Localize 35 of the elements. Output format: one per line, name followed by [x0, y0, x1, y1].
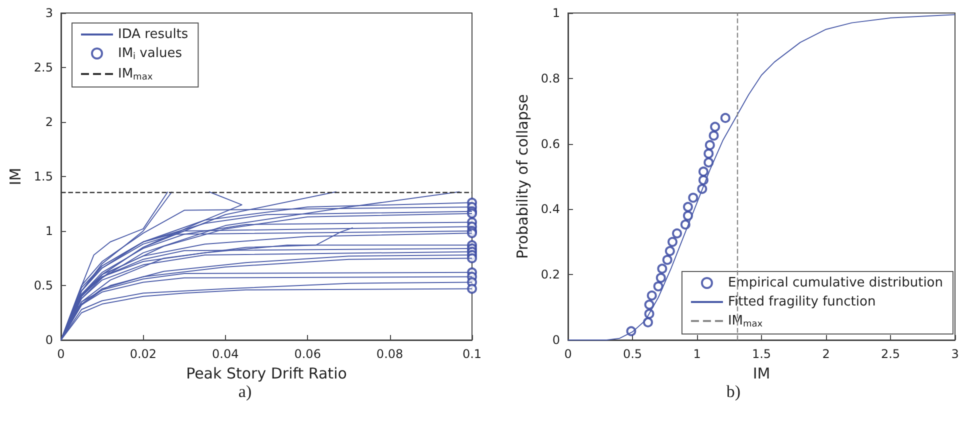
x-axis-title: Peak Story Drift Ratio [186, 364, 347, 382]
y-tick-label: 2.5 [34, 60, 53, 74]
x-tick-label: 2 [822, 347, 830, 361]
y-axis-title: Probability of collapse [514, 94, 532, 259]
y-tick-label: 0.5 [34, 278, 53, 292]
x-tick-label: 1.5 [752, 347, 772, 361]
x-tick-label: 0.1 [462, 347, 482, 361]
x-tick-label: 0.04 [212, 347, 239, 361]
x-tick-label: 0.08 [376, 347, 404, 361]
x-tick-label: 3 [951, 347, 959, 361]
x-tick-label: 2.5 [880, 347, 900, 361]
legend-label: Empirical cumulative distribution [728, 276, 944, 290]
x-tick-label: 0.5 [622, 347, 642, 361]
text: a) [238, 382, 252, 401]
y-tick-label: 0.6 [540, 136, 560, 151]
y-tick-label: 2 [45, 115, 53, 129]
y-tick-label: 1.5 [34, 170, 53, 184]
x-tick-label: 0 [564, 347, 572, 361]
x-tick-label: 0 [57, 347, 65, 361]
y-tick-label: 0.8 [540, 71, 560, 86]
y-tick-label: 1 [45, 224, 53, 238]
x-tick-label: 0.06 [294, 347, 321, 361]
x-tick-label: 0.02 [130, 347, 157, 361]
y-tick-label: 0 [552, 333, 560, 347]
y-tick-label: 0.4 [540, 202, 560, 216]
legend-label: Fitted fragility function [728, 294, 876, 310]
y-tick-label: 0 [45, 333, 53, 347]
x-tick-label: 1 [693, 347, 701, 361]
y-axis-title: IM [6, 168, 24, 186]
y-tick-label: 0.2 [540, 268, 560, 282]
x-axis-title: IM [752, 364, 770, 382]
y-tick-label: 1 [552, 6, 560, 20]
text: b) [726, 382, 741, 401]
y-tick-label: 3 [45, 6, 53, 20]
legend-label: IDA results [118, 27, 188, 42]
